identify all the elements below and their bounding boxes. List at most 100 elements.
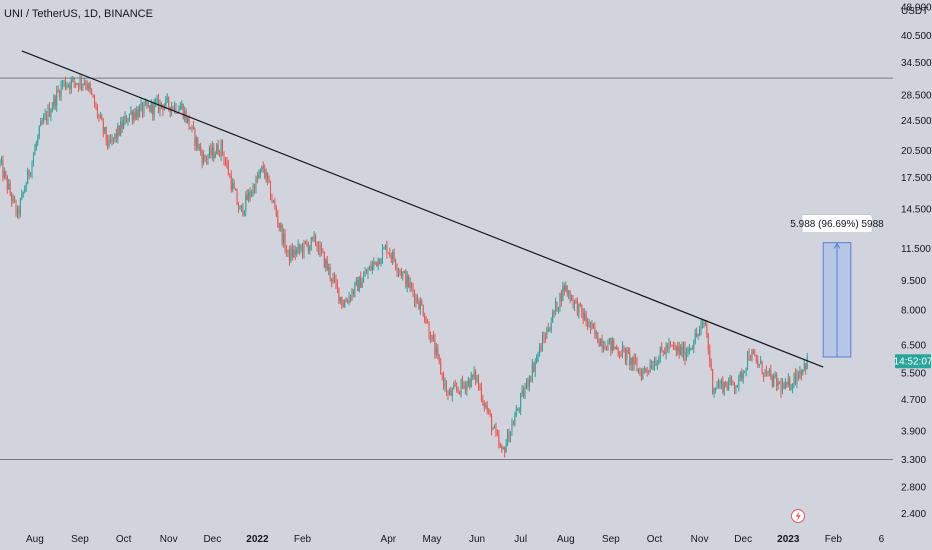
candle-body-203 xyxy=(294,249,296,255)
candle-body-13 xyxy=(18,208,20,214)
candle-body-499 xyxy=(725,382,727,386)
candle-body-228 xyxy=(331,278,333,282)
candle-body-479 xyxy=(696,333,698,336)
candle-body-435 xyxy=(632,357,634,365)
price-tick-6: 17.500 xyxy=(901,173,932,184)
candle-body-19 xyxy=(27,170,29,185)
candles xyxy=(0,74,808,458)
candle-body-12 xyxy=(16,208,18,214)
candle-body-542 xyxy=(787,378,789,385)
lightning-icon xyxy=(795,511,801,521)
candle-body-211 xyxy=(306,242,308,245)
candle-body-408 xyxy=(592,324,594,328)
candle-body-539 xyxy=(783,383,785,390)
candle-body-183 xyxy=(265,172,267,178)
candle-body-23 xyxy=(32,155,34,162)
candle-body-51 xyxy=(73,77,75,83)
candle-body-303 xyxy=(440,361,442,375)
candle-body-328 xyxy=(476,377,478,381)
candle-body-148 xyxy=(214,154,216,158)
candle-body-267 xyxy=(387,252,389,254)
candle-body-359 xyxy=(521,390,523,395)
candle-body-102 xyxy=(147,105,149,107)
candle-body-31 xyxy=(44,114,46,118)
candle-body-181 xyxy=(262,166,264,170)
price-tick-12: 5.500 xyxy=(901,369,926,380)
candle-body-180 xyxy=(261,166,263,169)
symbol-title[interactable]: UNI / TetherUS, 1D, BINANCE xyxy=(4,8,153,20)
candle-body-551 xyxy=(800,370,802,375)
candle-body-88 xyxy=(127,120,129,123)
candle-body-45 xyxy=(64,80,66,88)
candle-body-468 xyxy=(680,346,682,355)
price-unit-label: USDT xyxy=(901,6,928,17)
candle-body-441 xyxy=(640,372,642,380)
candle-body-236 xyxy=(342,304,344,307)
candle-body-300 xyxy=(435,348,437,355)
candle-body-42 xyxy=(60,84,62,98)
candle-body-493 xyxy=(716,383,718,389)
candle-body-91 xyxy=(131,111,133,121)
candle-body-157 xyxy=(227,163,229,175)
candle-body-541 xyxy=(786,382,788,385)
candle-body-198 xyxy=(287,249,289,252)
candle-body-409 xyxy=(594,327,596,335)
candle-body-295 xyxy=(428,322,430,337)
candle-body-159 xyxy=(230,175,232,190)
candle-body-276 xyxy=(400,271,402,277)
time-axis[interactable]: Aug Sep Oct Nov Dec 2022 Feb Apr May Jun Jul Aug Sep… xyxy=(26,534,885,545)
candle-body-10 xyxy=(14,196,16,202)
candle-body-49 xyxy=(70,79,72,89)
candle-body-27 xyxy=(38,126,40,137)
candle-body-158 xyxy=(229,174,231,176)
candle-body-470 xyxy=(683,345,685,357)
candle-body-199 xyxy=(288,249,290,261)
candle-body-446 xyxy=(648,370,650,372)
candle-body-201 xyxy=(291,248,293,257)
candle-body-250 xyxy=(363,275,365,282)
candle-body-68 xyxy=(98,116,100,118)
candle-body-216 xyxy=(313,235,315,238)
candle-body-168 xyxy=(243,211,245,215)
candle-body-351 xyxy=(509,431,511,442)
candle-body-20 xyxy=(28,170,30,176)
candle-body-361 xyxy=(524,387,526,396)
candle-body-44 xyxy=(63,80,65,84)
candle-body-425 xyxy=(617,349,619,355)
candle-body-297 xyxy=(431,334,433,342)
candle-body-218 xyxy=(316,243,318,247)
time-tick-8: May xyxy=(423,534,442,545)
candle-body-374 xyxy=(543,336,545,338)
candle-body-477 xyxy=(693,343,695,349)
candle-body-133 xyxy=(192,125,194,129)
candle-body-437 xyxy=(635,357,637,363)
candle-body-401 xyxy=(582,312,584,321)
candle-body-350 xyxy=(508,431,510,442)
candle-body-508 xyxy=(738,376,740,386)
candle-body-531 xyxy=(771,376,773,387)
candle-body-504 xyxy=(732,380,734,385)
candle-body-358 xyxy=(520,394,522,410)
candle-body-219 xyxy=(318,246,320,254)
candle-body-291 xyxy=(422,305,424,316)
candle-body-101 xyxy=(146,102,148,106)
candle-body-423 xyxy=(614,346,616,349)
candle-body-334 xyxy=(485,405,487,407)
candle-body-332 xyxy=(482,400,484,403)
candle-body-220 xyxy=(319,245,321,254)
candle-body-370 xyxy=(537,353,539,357)
candle-body-402 xyxy=(584,313,586,321)
candle-body-365 xyxy=(530,379,532,381)
candle-body-460 xyxy=(668,342,670,350)
candle-body-280 xyxy=(406,275,408,287)
candle-body-152 xyxy=(220,140,222,156)
candle-body-83 xyxy=(120,121,122,135)
price-tick-11: 6.500 xyxy=(901,340,926,351)
candle-body-164 xyxy=(238,204,240,210)
candle-body-382 xyxy=(555,301,557,313)
price-tick-5: 20.500 xyxy=(901,146,932,157)
candle-body-476 xyxy=(691,347,693,349)
candle-body-195 xyxy=(283,233,285,243)
